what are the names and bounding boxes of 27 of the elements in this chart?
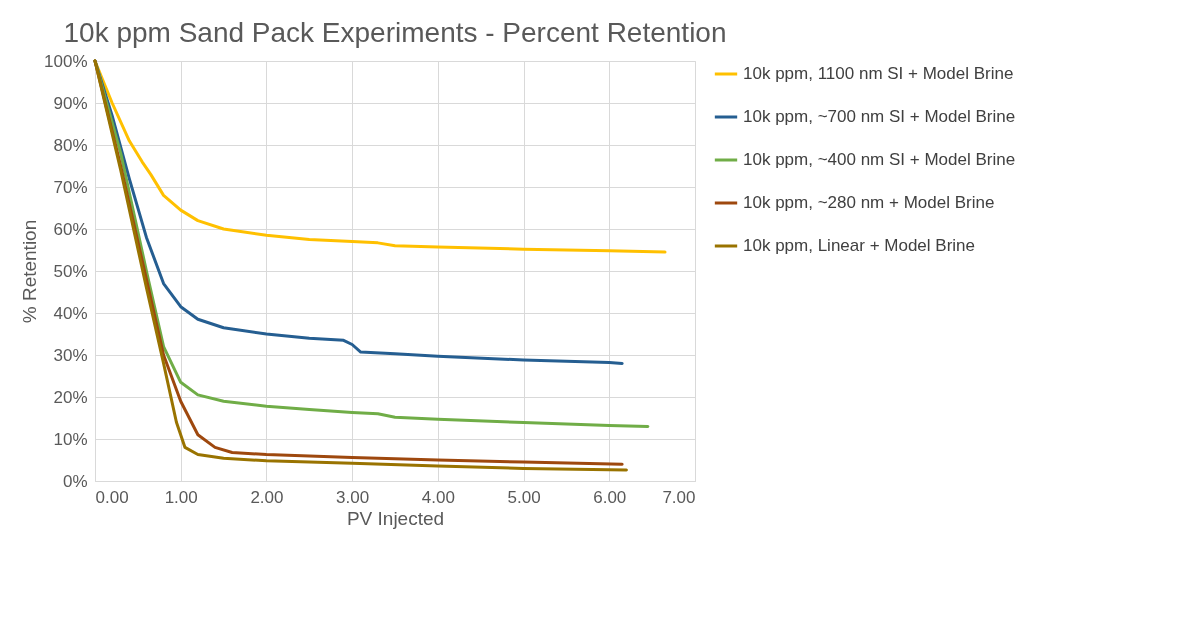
x-tick-label: 1.00 bbox=[164, 487, 198, 507]
y-tick-label: 20% bbox=[53, 387, 88, 407]
legend-label: 10k ppm, ~280 nm + Model Brine bbox=[743, 193, 995, 212]
y-axis-title: % Retention bbox=[19, 219, 41, 324]
x-tick-label: 2.00 bbox=[250, 487, 284, 507]
y-tick-label: 100% bbox=[44, 51, 88, 71]
legend-label: 10k ppm, Linear + Model Brine bbox=[743, 236, 975, 255]
y-tick-label: 70% bbox=[53, 177, 88, 197]
x-tick-label: 5.00 bbox=[507, 487, 541, 507]
x-tick-label: 6.00 bbox=[593, 487, 627, 507]
x-tick-label: 3.00 bbox=[336, 487, 370, 507]
y-tick-label: 0% bbox=[62, 471, 88, 491]
chart-title: 10k ppm Sand Pack Experiments - Percent Retention bbox=[63, 17, 727, 48]
y-tick-label: 30% bbox=[53, 345, 88, 365]
legend-label: 10k ppm, ~400 nm SI + Model Brine bbox=[743, 150, 1016, 169]
legend-label: 10k ppm, ~700 nm SI + Model Brine bbox=[743, 107, 1016, 126]
y-tick-label: 90% bbox=[53, 93, 88, 113]
x-tick-label: 7.00 bbox=[662, 487, 696, 507]
y-tick-label: 40% bbox=[53, 303, 88, 323]
y-tick-label: 60% bbox=[53, 219, 88, 239]
legend-label: 10k ppm, 1100 nm SI + Model Brine bbox=[743, 64, 1014, 83]
x-tick-label: 0.00 bbox=[95, 487, 129, 507]
y-tick-label: 10% bbox=[53, 429, 88, 449]
y-tick-label: 50% bbox=[53, 261, 88, 281]
x-tick-label: 4.00 bbox=[421, 487, 455, 507]
y-tick-label: 80% bbox=[53, 135, 88, 155]
x-axis-title: PV Injected bbox=[346, 507, 445, 529]
